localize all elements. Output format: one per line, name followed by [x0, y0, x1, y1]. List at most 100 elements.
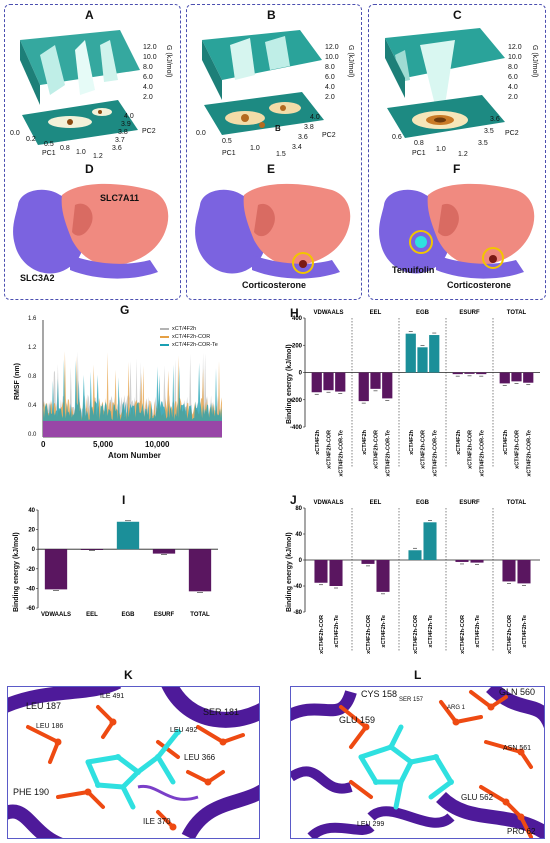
z-tick-b-5: 2.0 — [325, 94, 335, 101]
label-slc7a11: SLC7A11 — [100, 193, 140, 203]
panel-label-f: F — [453, 162, 461, 176]
y-label-a: PC2 — [142, 128, 156, 135]
rmsf-y-tick-2: 0.8 — [28, 374, 37, 380]
residue-l-0: CYS 158 — [361, 689, 398, 699]
x-tick-a-5: 1.2 — [93, 153, 103, 160]
y-tick-c-1: 3.5 — [484, 128, 494, 135]
z-tick-a-0: 12.0 — [143, 44, 157, 51]
z-tick-a-1: 10.0 — [143, 54, 157, 61]
I-y-tick-2: 0 — [32, 547, 36, 553]
H-cat-label-1-2: xCT/4F2h-COR-Te — [385, 430, 391, 477]
H-bar-4-0 — [499, 372, 510, 384]
panel-label-b: B — [267, 8, 276, 22]
x-tick-a-0: 0.0 — [10, 130, 20, 137]
y-tick-b-1: 3.8 — [304, 124, 314, 131]
J-cat-label-2-0: xCT/4F2h-COR — [413, 615, 419, 654]
I-cat-label-0: VDWAALS — [41, 612, 71, 618]
x-label-b: PC1 — [222, 150, 236, 157]
protein-surface-e — [195, 183, 351, 279]
z-tick-a-4: 4.0 — [143, 84, 153, 91]
rmsf-x-tick-2: 10,000 — [145, 440, 170, 449]
residue-k-1: LEU 187 — [26, 701, 62, 711]
I-y-tick-4: -40 — [26, 586, 35, 592]
J-cat-label-4-1: xCT/4F2h-Te — [522, 615, 528, 648]
J-cat-label-0-0: xCT/4F2h-COR — [319, 615, 325, 654]
y-tick-b-3: 3.4 — [292, 144, 302, 151]
residue-l-7: LEU 299 — [357, 821, 385, 828]
H-cat-label-3-0: xCT/4F2h — [456, 429, 462, 454]
J-bar-0-0 — [314, 560, 328, 583]
H-y-tick-3: -200 — [290, 398, 303, 404]
panel-group-a-d — [4, 4, 181, 300]
H-bar-0-0 — [311, 372, 322, 393]
J-y-tick-0: 80 — [295, 506, 302, 512]
J-cat-label-3-1: xCT/4F2h-Te — [475, 615, 481, 648]
panel-label-k: K — [124, 668, 133, 682]
J-y-tick-2: 0 — [299, 558, 303, 564]
legend-g-2: xCT/4F2h-COR-Te — [172, 342, 218, 348]
H-cat-label-0-0: xCT/4F2h — [315, 429, 321, 454]
x-label-c: PC1 — [412, 150, 426, 157]
rmsf-y-tick-1: 0.4 — [28, 403, 37, 409]
rmsf-xlabel: Atom Number — [108, 451, 161, 460]
J-group-label-2: EGB — [416, 500, 430, 506]
J-y-tick-1: 40 — [295, 532, 302, 538]
I-y-tick-5: -60 — [26, 606, 35, 612]
H-cat-label-2-1: xCT/4F2h-COR — [421, 430, 427, 469]
H-cat-label-1-1: xCT/4F2h-COR — [374, 430, 380, 469]
z-tick-a-2: 8.0 — [143, 64, 153, 71]
panel-label-h: H — [290, 306, 299, 320]
z-tick-c-5: 2.0 — [508, 94, 518, 101]
z-tick-c-1: 10.0 — [508, 54, 522, 61]
H-cat-label-0-2: xCT/4F2h-COR-Te — [338, 430, 344, 477]
y-tick-a-0: 4.0 — [124, 113, 134, 120]
H-y-tick-2: 0 — [299, 371, 303, 377]
residue-l-5: ASN 561 — [503, 745, 532, 752]
x-tick-b-1: 0.5 — [222, 138, 232, 145]
J-group-label-1: EEL — [370, 500, 382, 506]
J-cat-label-1-0: xCT/4F2h-COR — [366, 615, 372, 654]
H-y-tick-0: 400 — [292, 316, 303, 322]
rmsf-y-tick-3: 1.2 — [28, 345, 37, 351]
I-cat-label-3: ESURF — [154, 612, 175, 618]
z-tick-b-1: 10.0 — [325, 54, 339, 61]
I-y-tick-3: -20 — [26, 567, 35, 573]
I-bar-0 — [44, 549, 68, 590]
H-cat-label-3-1: xCT/4F2h-COR — [468, 430, 474, 469]
H-y-tick-1: 200 — [292, 343, 303, 349]
residue-k-5: LEU 366 — [184, 753, 216, 762]
H-bar-2-1 — [417, 347, 428, 373]
H-bar-0-2 — [335, 372, 346, 392]
rmsf-y-tick-4: 1.6 — [28, 316, 37, 322]
J-cat-label-1-1: xCT/4F2h-Te — [381, 615, 387, 648]
residue-l-3: ARG 1 — [447, 705, 466, 711]
H-group-label-4: TOTAL — [507, 310, 527, 316]
z-tick-b-0: 12.0 — [325, 44, 339, 51]
H-group-label-2: EGB — [416, 310, 430, 316]
docking-view-l: CYS 158 SER 157 GLN 560 ARG 1 GLU 159 AS… — [290, 686, 545, 839]
J-group-label-3: ESURF — [459, 500, 480, 506]
rmsf-x-tick-1: 5,000 — [93, 440, 114, 449]
y-tick-b-0: 4.0 — [310, 114, 320, 121]
x-tick-c-2: 1.0 — [436, 146, 446, 153]
x-tick-a-4: 1.0 — [76, 149, 86, 156]
H-bar-1-0 — [358, 372, 369, 402]
residue-k-3: LEU 186 — [36, 723, 64, 730]
J-bar-2-0 — [408, 550, 422, 560]
J-bar-1-0 — [361, 560, 375, 564]
rmsf-base-band — [43, 420, 222, 437]
panel-label-c: C — [453, 8, 462, 22]
panel-label-i: I — [122, 493, 126, 507]
rmsf-x-tick-0: 0 — [41, 440, 46, 449]
panel-group-c-f — [368, 4, 546, 300]
J-group-label-0: VDWAALS — [314, 500, 344, 506]
rmsf-area-2 — [43, 359, 222, 437]
z-tick-a-5: 2.0 — [143, 94, 153, 101]
x-tick-b-3: 1.5 — [276, 151, 286, 158]
panel-label-j: J — [290, 493, 297, 507]
z-tick-c-3: 6.0 — [508, 74, 518, 81]
